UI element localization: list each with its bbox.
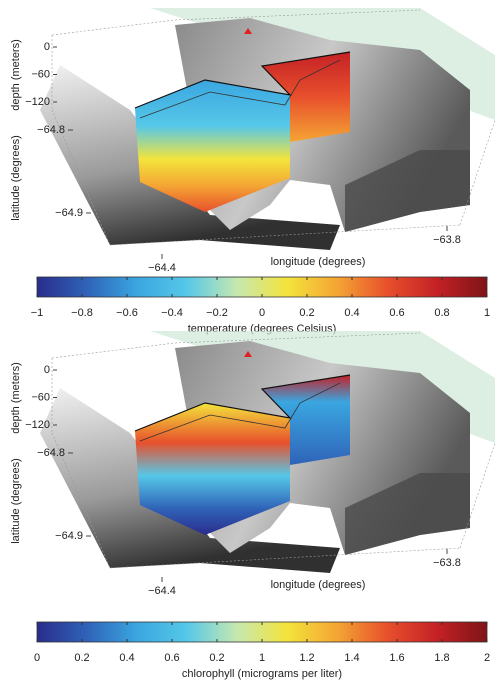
latitude-tick-label: −64.9 — [55, 530, 83, 542]
axis-box-line — [109, 547, 461, 569]
axis-box-line — [174, 332, 421, 344]
latitude-tick-label: −64.8 — [37, 124, 65, 136]
depth-axis-label: depth (meters) — [10, 362, 22, 434]
longitude-axis-label: longitude (degrees) — [271, 579, 366, 591]
longitude-tick-label: −64.4 — [148, 585, 176, 597]
depth-tick-label: 0 — [44, 364, 50, 376]
ship-track — [134, 374, 351, 432]
ship-track — [139, 382, 341, 442]
depth-axis-label: depth (meters) — [10, 39, 22, 111]
axis-box-line — [51, 109, 111, 246]
marker — [244, 28, 252, 34]
colorbar-tick-label: 1.6 — [389, 652, 404, 664]
colorbar-tick-label: 1.8 — [434, 652, 449, 664]
colorbar-tick-label: 2 — [484, 652, 490, 664]
axis-box-line — [51, 432, 111, 569]
colorbar-tick-label: −0.6 — [116, 307, 138, 319]
data-curtain-front — [135, 403, 290, 535]
colorbar-tick-label: −0.4 — [161, 307, 183, 319]
colorbar-tick-label: 1.4 — [344, 652, 359, 664]
marker — [244, 351, 252, 357]
depth-tick-label: −120 — [25, 96, 50, 108]
colorbar-tick-label: 0.6 — [164, 652, 179, 664]
latitude-tick-label: −64.8 — [37, 447, 65, 459]
depth-tick-label: −60 — [31, 391, 50, 403]
sea-surface — [150, 8, 495, 120]
longitude-axis-label: longitude (degrees) — [271, 256, 366, 268]
colorbar-tick-label: 0.2 — [299, 307, 314, 319]
colorbar-label: chlorophyll (micrograms per liter) — [182, 668, 342, 680]
ground-left — [40, 65, 340, 250]
depth-tick-label: 0 — [44, 41, 50, 53]
colorbar-tick-label: −0.8 — [71, 307, 93, 319]
sea-surface — [150, 331, 495, 443]
colorbar-tick-label: 1 — [484, 307, 490, 319]
colorbar-tick-label: 0.8 — [434, 307, 449, 319]
axis-box-line — [51, 342, 176, 359]
colorbar-tick-label: 0 — [259, 307, 265, 319]
data-curtain-back — [262, 375, 350, 465]
data-curtain-front — [135, 80, 290, 212]
ship-track — [134, 51, 351, 109]
colorbar-tick-label: 0.2 — [74, 652, 89, 664]
axis-box-line — [174, 9, 421, 21]
data-curtain-back — [262, 52, 350, 142]
longitude-tick-label: −63.8 — [433, 234, 461, 246]
axis-box-line — [459, 442, 496, 549]
latitude-axis-label: latitude (degrees) — [10, 458, 22, 544]
axis-box-line — [109, 224, 461, 246]
axis-box-line — [51, 19, 176, 36]
colorbar-tick-label: 0.4 — [344, 307, 359, 319]
colorbar-tick-label: 1 — [259, 652, 265, 664]
depth-tick-label: −60 — [31, 68, 50, 80]
depth-tick-label: −120 — [25, 419, 50, 431]
longitude-tick-label: −64.4 — [148, 262, 176, 274]
colorbar-tick-label: 0 — [34, 652, 40, 664]
latitude-tick-label: −64.9 — [55, 207, 83, 219]
terrain-shelf — [345, 473, 470, 555]
longitude-tick-label: −63.8 — [433, 557, 461, 569]
colorbar-tick-label: 0.2 — [209, 652, 224, 664]
axis-box-line — [459, 119, 496, 226]
latitude-axis-label: latitude (degrees) — [10, 135, 22, 221]
colorbar-tick-label: −0.2 — [206, 307, 228, 319]
colorbar-tick-label: −1 — [31, 307, 44, 319]
colorbar-tick-label: 0.4 — [119, 652, 134, 664]
terrain-shelf — [345, 150, 470, 232]
colorbar-tick-label: 0.6 — [389, 307, 404, 319]
ship-track — [139, 59, 341, 119]
ground-left — [40, 388, 340, 573]
colorbar-tick-label: 1.2 — [299, 652, 314, 664]
